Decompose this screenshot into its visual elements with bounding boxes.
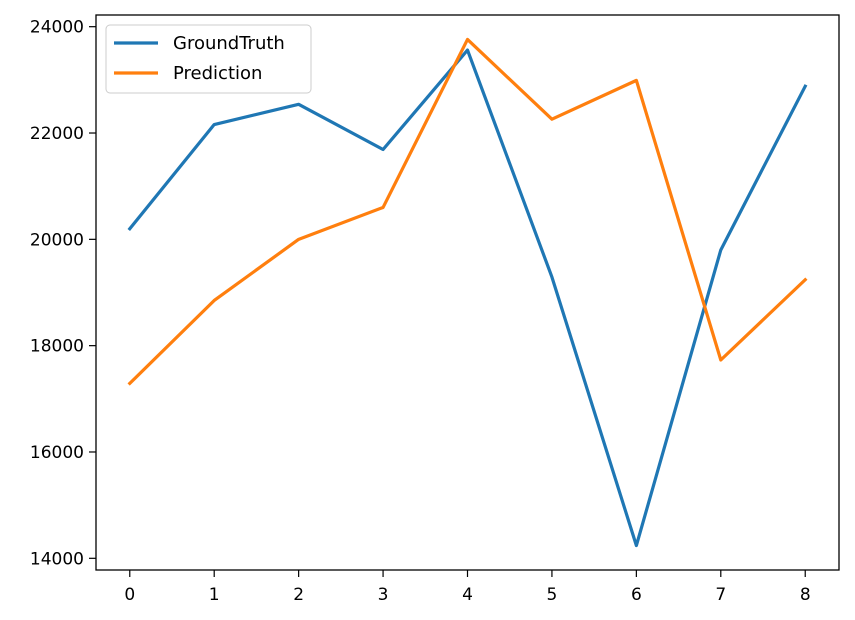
x-tick-label: 5: [547, 585, 558, 605]
legend: GroundTruth Prediction: [105, 24, 312, 94]
x-tick-label: 8: [800, 585, 811, 605]
x-tick-label: 3: [378, 585, 389, 605]
y-tick-label: 16000: [30, 443, 84, 463]
legend-label-prediction: Prediction: [173, 63, 262, 84]
x-tick-label: 7: [715, 585, 726, 605]
y-tick-label: 22000: [30, 124, 84, 144]
series-layer: [127, 37, 808, 548]
y-tick-label: 14000: [30, 549, 84, 569]
y-tick-label: 24000: [30, 18, 84, 38]
x-tick-label: 6: [631, 585, 642, 605]
y-axis: 14000 16000 18000 20000 22000 24000: [30, 18, 96, 569]
series-line-prediction: [127, 37, 808, 386]
legend-label-groundtruth: GroundTruth: [173, 33, 285, 54]
x-axis: 0 1 2 3 4 5 6 7 8: [124, 570, 811, 605]
y-tick-label: 18000: [30, 337, 84, 357]
y-tick-label: 20000: [30, 230, 84, 250]
x-tick-label: 1: [209, 585, 220, 605]
plot-frame: [95, 14, 840, 571]
series-line-groundtruth: [127, 48, 808, 548]
x-tick-label: 0: [124, 585, 135, 605]
x-tick-label: 4: [462, 585, 473, 605]
x-tick-label: 2: [293, 585, 304, 605]
